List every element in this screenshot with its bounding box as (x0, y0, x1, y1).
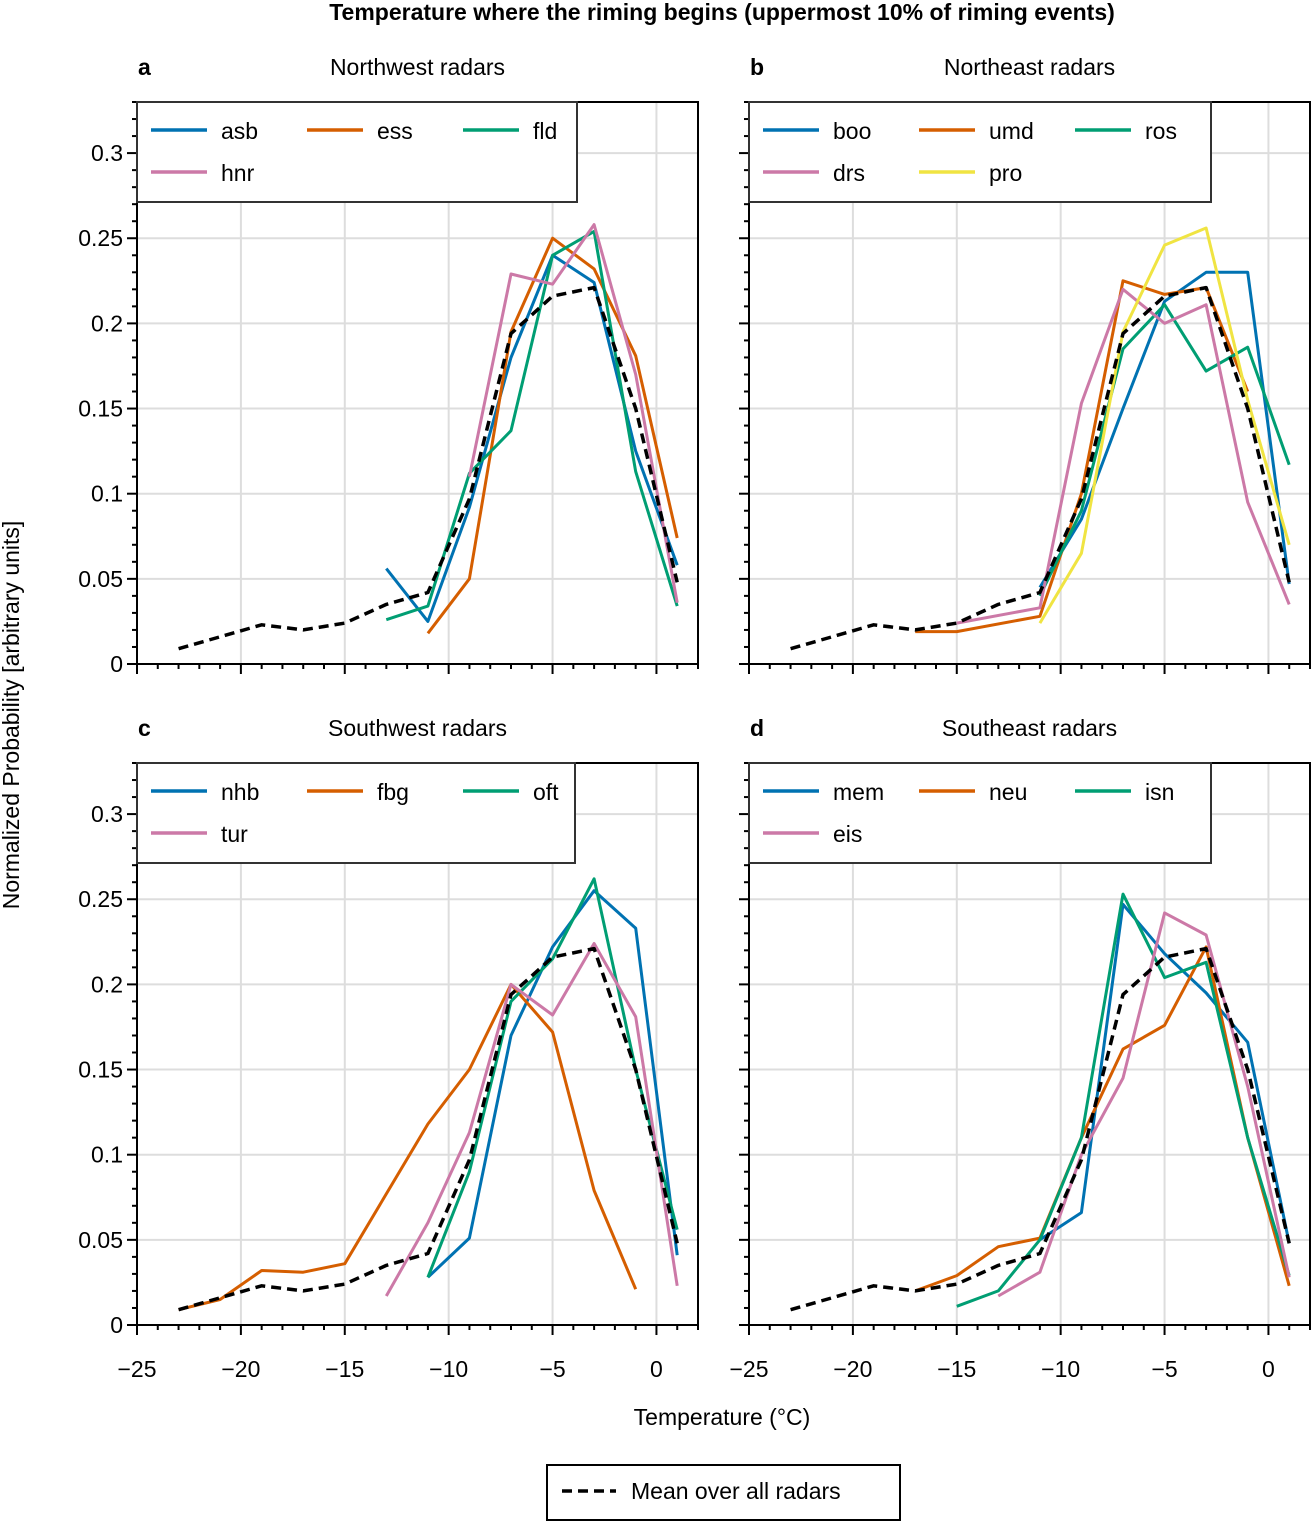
legend-frame (748, 101, 1212, 203)
panel-title: Southeast radars (942, 715, 1117, 741)
panel-c: −25 −20 −15 −10 −5 0 0 0.05 0.1 0.15 0.2 0.25 0.3 c So… (78, 715, 699, 1382)
x-tick-label: −10 (1041, 1356, 1080, 1382)
legend-label-hnr: hnr (221, 160, 255, 186)
y-axis-label: Normalized Probability [arbitrary units] (0, 521, 24, 910)
y-tick-label: 0.1 (91, 481, 123, 507)
y-tick-label: 0.05 (78, 1227, 123, 1253)
figure-title: Temperature where the riming begins (upp… (329, 0, 1115, 25)
panel-legend: nhb fbg oft tur (136, 762, 576, 864)
legend-label-ros: ros (1145, 118, 1177, 144)
x-tick-label: −10 (429, 1356, 468, 1382)
panel-d: −25 −20 −15 −10 −5 0 d Southeast radars mem neu is… (729, 715, 1311, 1382)
y-tick-label: 0.2 (91, 310, 123, 336)
legend-label-oft: oft (533, 779, 559, 805)
panel-label: c (138, 715, 151, 741)
legend-frame (748, 762, 1212, 864)
y-tick-label: 0.3 (91, 801, 123, 827)
legend-label-pro: pro (989, 160, 1022, 186)
series-line-tur (384, 942, 679, 1297)
x-axis-label: Temperature (°C) (634, 1404, 811, 1430)
x-tick-label: −15 (325, 1356, 364, 1382)
legend-label-isn: isn (1145, 779, 1174, 805)
series-line-fld (385, 229, 679, 622)
series-line-isn (956, 892, 1291, 1308)
legend-frame (136, 101, 578, 203)
bottom-legend: Mean over all radars (546, 1464, 901, 1521)
panel-label: a (138, 54, 151, 80)
legend-label-umd: umd (989, 118, 1034, 144)
x-tick-label: −5 (539, 1356, 565, 1382)
panel-title: Northeast radars (944, 54, 1115, 80)
series-line-mean (178, 946, 679, 1312)
series-line-umd (915, 279, 1250, 634)
x-tick-label: −25 (729, 1356, 768, 1382)
y-tick-label: 0.2 (91, 971, 123, 997)
y-tick-label: 0.15 (78, 1057, 123, 1083)
y-tick-label: 0 (110, 651, 123, 677)
series-line-hnr (467, 223, 679, 603)
series-line-neu (914, 945, 1291, 1293)
panel-legend: mem neu isn eis (748, 762, 1212, 864)
x-tick-label: −25 (117, 1356, 156, 1382)
y-tick-label: 0.25 (78, 225, 123, 251)
x-tick-label: −20 (221, 1356, 260, 1382)
y-tick-label: 0 (110, 1312, 123, 1338)
series-line-boo (1038, 270, 1291, 589)
panel-b: b Northeast radars boo umd ros drs pro (739, 54, 1311, 674)
legend-label-ess: ess (377, 118, 413, 144)
series-line-ess (426, 236, 679, 635)
legend-label-asb: asb (221, 118, 258, 144)
legend-label-fld: fld (533, 118, 557, 144)
x-tick-label: −20 (833, 1356, 872, 1382)
y-tick-label: 0.05 (78, 566, 123, 592)
panel-label: d (750, 715, 764, 741)
panel-title: Southwest radars (328, 715, 507, 741)
panel-label: b (750, 54, 764, 80)
series-line-ros (1038, 303, 1291, 597)
series-line-mean (178, 285, 679, 651)
legend-label-mem: mem (833, 779, 884, 805)
y-tick-label: 0.1 (91, 1142, 123, 1168)
y-tick-label: 0.25 (78, 886, 123, 912)
x-tick-label: −5 (1151, 1356, 1177, 1382)
series-line-mean (790, 285, 1291, 651)
legend-label-drs: drs (833, 160, 865, 186)
legend-label-tur: tur (221, 821, 248, 847)
series-line-eis (997, 911, 1291, 1298)
x-tick-label: 0 (650, 1356, 663, 1382)
y-tick-label: 0.15 (78, 396, 123, 422)
legend-label-boo: boo (833, 118, 871, 144)
legend-label-nhb: nhb (221, 779, 259, 805)
panel-title: Northwest radars (330, 54, 505, 80)
y-tick-label: 0.3 (91, 140, 123, 166)
series-line-mean (790, 946, 1291, 1312)
panel-a: 0 0.05 0.1 0.15 0.2 0.25 0.3 a Northwest radars a… (78, 54, 699, 677)
legend-label-fbg: fbg (377, 779, 409, 805)
panel-legend: boo umd ros drs pro (748, 101, 1212, 203)
x-tick-label: 0 (1262, 1356, 1275, 1382)
legend-label-neu: neu (989, 779, 1027, 805)
panel-legend: asb ess fld hnr (136, 101, 578, 203)
legend-label-eis: eis (833, 821, 862, 847)
legend-frame (136, 762, 576, 864)
x-tick-label: −15 (937, 1356, 976, 1382)
legend-label-mean: Mean over all radars (631, 1478, 841, 1504)
series-line-asb (385, 253, 679, 623)
series-line-fbg (178, 982, 638, 1312)
series-line-nhb (426, 889, 679, 1279)
series-line-mem (1039, 902, 1291, 1244)
series-line-pro (1038, 226, 1291, 624)
